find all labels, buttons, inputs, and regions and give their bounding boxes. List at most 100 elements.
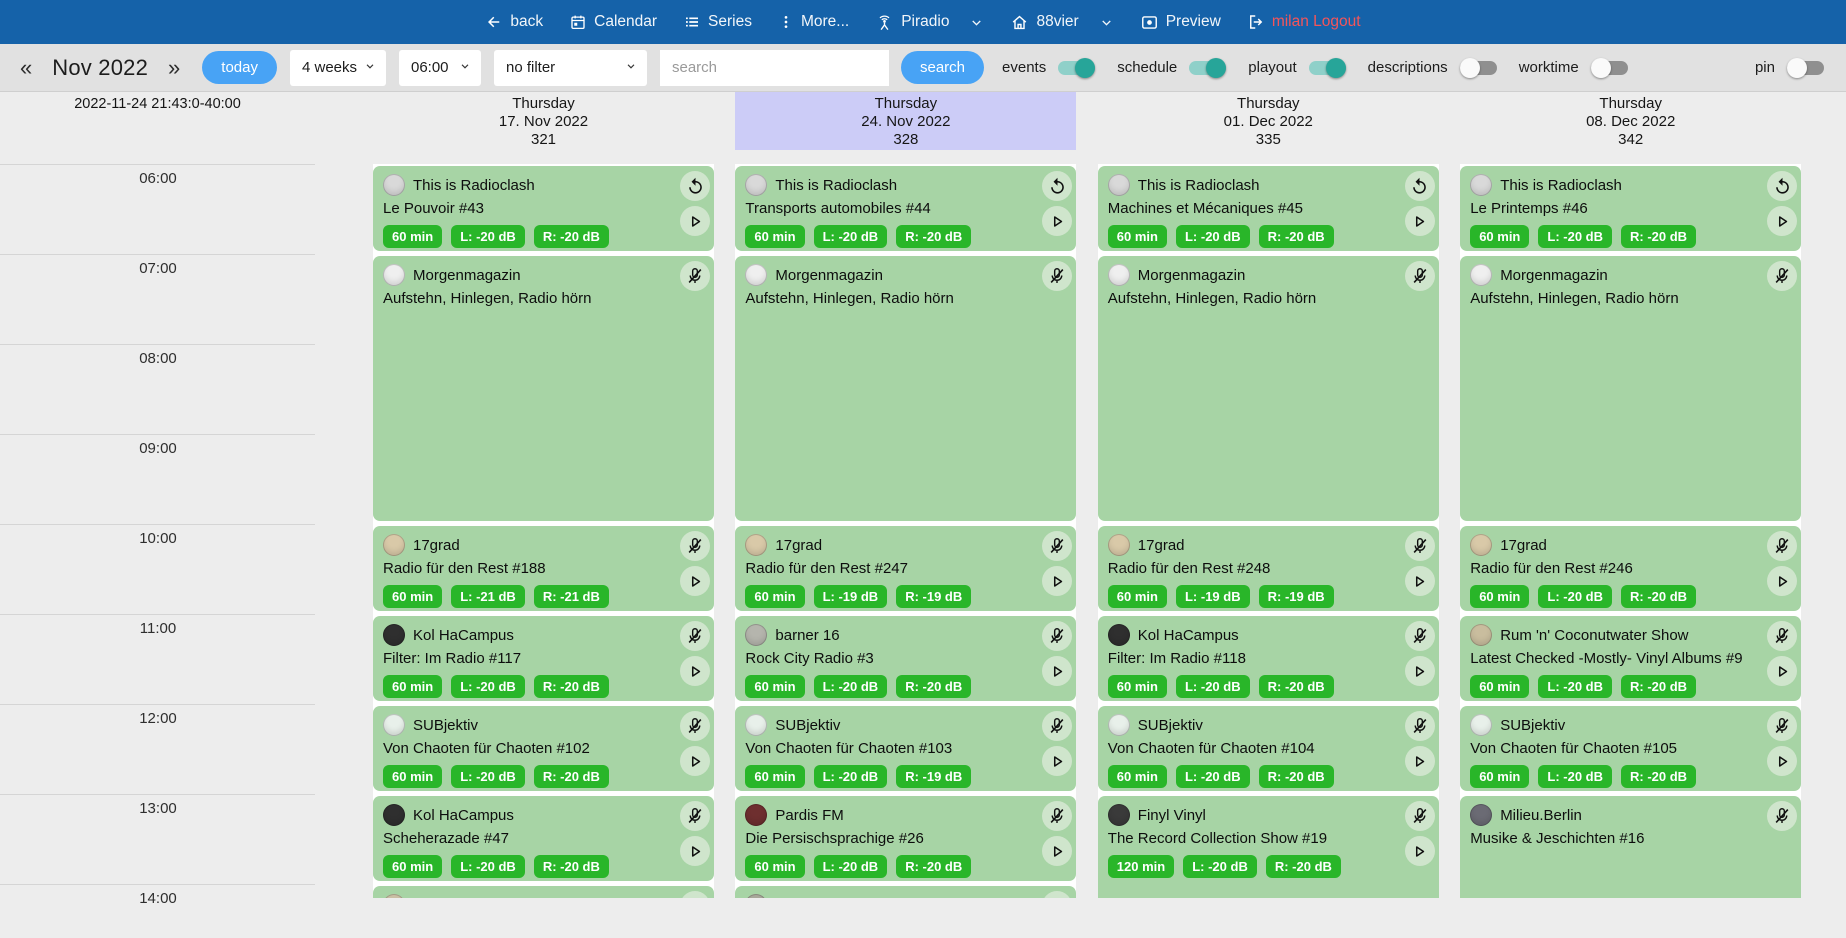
station-dropdown-chevron[interactable]: [1099, 15, 1114, 30]
play-icon[interactable]: [1404, 566, 1435, 596]
play-icon[interactable]: [1042, 206, 1073, 236]
mic-off-icon[interactable]: [1404, 801, 1435, 831]
pin-toggle[interactable]: pin: [1755, 57, 1824, 78]
event-card[interactable]: barner 16 Rock City Radio #3 60 min L: -2…: [735, 616, 1077, 701]
toggle-switch[interactable]: [1308, 57, 1346, 78]
mic-off-icon[interactable]: [1767, 621, 1798, 651]
replay-icon[interactable]: [1404, 171, 1435, 201]
play-icon[interactable]: [1404, 836, 1435, 866]
descriptions-toggle[interactable]: descriptions: [1368, 57, 1497, 78]
toggle-switch[interactable]: [1058, 57, 1096, 78]
toggle-switch[interactable]: [1787, 57, 1824, 78]
mic-off-icon[interactable]: [1767, 261, 1798, 291]
search-button[interactable]: search: [900, 51, 985, 84]
day-column-header[interactable]: Thursday 01. Dec 2022 335: [1098, 92, 1439, 150]
event-card[interactable]: Morgenmagazin Aufstehn, Hinlegen, Radio …: [735, 256, 1077, 521]
play-icon[interactable]: [1042, 746, 1073, 776]
mic-off-icon[interactable]: [1404, 531, 1435, 561]
play-icon[interactable]: [1767, 206, 1798, 236]
play-icon[interactable]: [680, 206, 710, 236]
event-card[interactable]: This is Radioclash Le Pouvoir #43 60 min…: [373, 166, 714, 251]
play-icon[interactable]: [680, 656, 710, 686]
mic-off-icon[interactable]: [680, 531, 710, 561]
event-card[interactable]: Pardis FM Die Persischsprachige #26 60 m…: [735, 796, 1077, 881]
mic-off-icon[interactable]: [680, 711, 710, 741]
schedule-toggle[interactable]: schedule: [1117, 57, 1227, 78]
event-card[interactable]: Finyl Vinyl The Record Collection Show #…: [1097, 796, 1439, 898]
worktime-toggle[interactable]: worktime: [1519, 57, 1628, 78]
replay-icon[interactable]: [1042, 171, 1073, 201]
events-toggle[interactable]: events: [1002, 57, 1096, 78]
event-card[interactable]: Beatniks: [735, 886, 1077, 898]
event-card[interactable]: 17grad Radio für den Rest #248 60 min L: …: [1097, 526, 1439, 611]
event-card[interactable]: SUBjektiv Von Chaoten für Chaoten #105 6…: [1460, 706, 1802, 791]
search-input[interactable]: [659, 49, 889, 86]
mic-off-icon[interactable]: [1767, 801, 1798, 831]
event-card[interactable]: Rum 'n' Coconutwater Show Latest Checked…: [1460, 616, 1802, 701]
event-card[interactable]: 17grad Radio für den Rest #246 60 min L: …: [1460, 526, 1802, 611]
play-icon[interactable]: [1404, 656, 1435, 686]
play-icon[interactable]: [1767, 566, 1798, 596]
event-card[interactable]: Morgenmagazin Aufstehn, Hinlegen, Radio …: [1097, 256, 1439, 521]
nav-calendar[interactable]: Calendar: [569, 13, 657, 31]
weeks-select[interactable]: 4 weeks: [289, 49, 386, 86]
mic-off-icon[interactable]: [680, 621, 710, 651]
mic-off-icon[interactable]: [1404, 261, 1435, 291]
back-button[interactable]: back: [485, 13, 543, 31]
toggle-switch[interactable]: [1590, 57, 1628, 78]
nav-piradio[interactable]: Piradio: [875, 13, 949, 32]
mic-off-icon[interactable]: [1404, 621, 1435, 651]
mic-off-icon[interactable]: [1042, 801, 1073, 831]
event-card[interactable]: 17grad Radio für den Rest #247 60 min L: …: [735, 526, 1077, 611]
logout-button[interactable]: milan Logout: [1247, 13, 1361, 31]
event-card[interactable]: Morgenmagazin Aufstehn, Hinlegen, Radio …: [1460, 256, 1802, 521]
mic-off-icon[interactable]: [680, 891, 710, 898]
play-icon[interactable]: [680, 746, 710, 776]
event-card[interactable]: SUBjektiv Von Chaoten für Chaoten #103 6…: [735, 706, 1077, 791]
event-card[interactable]: This is Radioclash Transports automobile…: [735, 166, 1077, 251]
event-card[interactable]: Milieu.Berlin Musike & Jeschichten #16: [1460, 796, 1802, 898]
mic-off-icon[interactable]: [1042, 891, 1073, 898]
mic-off-icon[interactable]: [680, 261, 710, 291]
play-icon[interactable]: [1404, 206, 1435, 236]
event-card[interactable]: Morgenmagazin Aufstehn, Hinlegen, Radio …: [373, 256, 714, 521]
start-time-select[interactable]: 06:00: [398, 49, 481, 86]
mic-off-icon[interactable]: [1767, 711, 1798, 741]
toggle-switch[interactable]: [1189, 57, 1227, 78]
today-button[interactable]: today: [202, 51, 277, 84]
mic-off-icon[interactable]: [1404, 711, 1435, 741]
replay-icon[interactable]: [1767, 171, 1798, 201]
play-icon[interactable]: [1042, 656, 1073, 686]
play-icon[interactable]: [1042, 566, 1073, 596]
nav-series[interactable]: Series: [683, 13, 752, 31]
event-card[interactable]: This is Radioclash Le Printemps #46 60 m…: [1460, 166, 1802, 251]
playout-toggle[interactable]: playout: [1248, 57, 1346, 78]
next-month-button[interactable]: »: [168, 54, 181, 80]
event-card[interactable]: 17grad Radio für den Rest #188 60 min L: …: [373, 526, 714, 611]
mic-off-icon[interactable]: [1767, 531, 1798, 561]
mic-off-icon[interactable]: [1042, 261, 1073, 291]
play-icon[interactable]: [680, 836, 710, 866]
toggle-switch[interactable]: [1459, 57, 1497, 78]
replay-icon[interactable]: [680, 171, 710, 201]
event-card[interactable]: Kol HaCampus Filter: Im Radio #118 60 mi…: [1097, 616, 1439, 701]
mic-off-icon[interactable]: [1042, 531, 1073, 561]
day-column-header[interactable]: Thursday 17. Nov 2022 321: [373, 92, 714, 150]
day-column-header[interactable]: Thursday 08. Dec 2022 342: [1460, 92, 1801, 150]
play-icon[interactable]: [1767, 656, 1798, 686]
event-card[interactable]: Kol HaCampus Scheherazade #47 60 min L: -…: [373, 796, 714, 881]
play-icon[interactable]: [1042, 836, 1073, 866]
mic-off-icon[interactable]: [1042, 711, 1073, 741]
play-icon[interactable]: [1767, 746, 1798, 776]
nav-station[interactable]: 88vier: [1010, 13, 1079, 32]
event-card[interactable]: Radiokombinat: [373, 886, 714, 898]
day-column-header[interactable]: Thursday 24. Nov 2022 328: [735, 92, 1077, 150]
event-card[interactable]: SUBjektiv Von Chaoten für Chaoten #102 6…: [373, 706, 714, 791]
filter-select[interactable]: no filter: [493, 49, 647, 86]
nav-more[interactable]: More...: [778, 13, 849, 31]
mic-off-icon[interactable]: [1042, 621, 1073, 651]
mic-off-icon[interactable]: [680, 801, 710, 831]
nav-preview[interactable]: Preview: [1140, 13, 1221, 32]
event-card[interactable]: SUBjektiv Von Chaoten für Chaoten #104 6…: [1097, 706, 1439, 791]
event-card[interactable]: This is Radioclash Machines et Mécanique…: [1097, 166, 1439, 251]
